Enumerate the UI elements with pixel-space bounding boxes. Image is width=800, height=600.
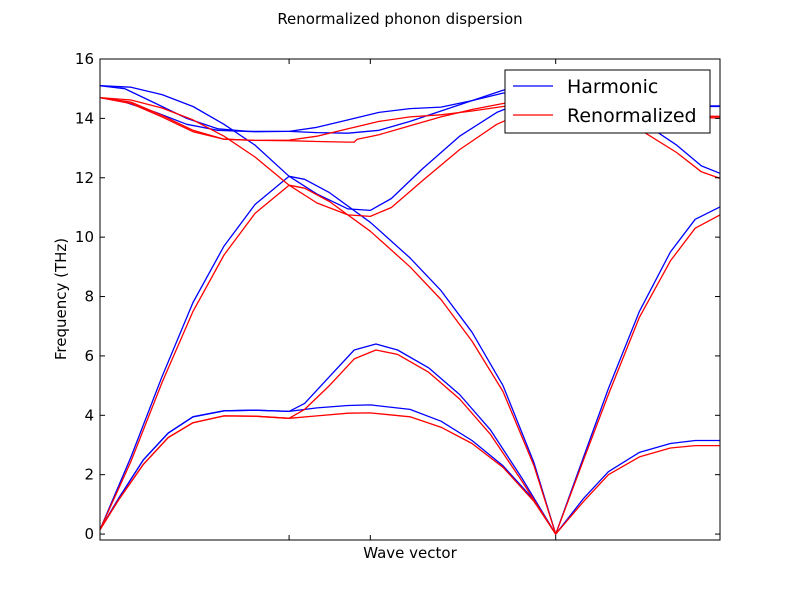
legend-label-harmonic: Harmonic — [567, 76, 658, 98]
y-axis-label: Frequency (THz) — [52, 238, 70, 360]
series-renormalized-band-2 — [99, 349, 557, 535]
series-renormalized-band-5 — [99, 96, 556, 142]
series-harmonic-band-1 — [99, 175, 721, 535]
y-tick-label: 2 — [84, 466, 94, 484]
series-renormalized-band-3 — [99, 96, 556, 143]
series-renormalized-band-1 — [99, 184, 721, 535]
y-tick-label: 10 — [75, 228, 94, 246]
y-tick-label: 6 — [84, 347, 94, 365]
y-tick-label: 16 — [75, 50, 94, 68]
legend: Harmonic Renormalized — [504, 69, 711, 134]
series-harmonic-band-4 — [99, 85, 556, 212]
series-harmonic-band-2 — [99, 343, 557, 535]
y-tick-label: 8 — [84, 288, 94, 306]
series-harmonic-band-3 — [99, 86, 556, 133]
legend-label-renormalized: Renormalized — [567, 105, 697, 127]
legend-box — [504, 69, 711, 134]
chart-title: Renormalized phonon dispersion — [277, 10, 522, 28]
y-tick-label: 14 — [75, 109, 94, 127]
axis-ticks: 0 2 4 6 8 10 12 14 16 — [75, 50, 721, 543]
series-renormalized-band-0 — [99, 412, 720, 535]
plot-area — [99, 85, 721, 535]
x-axis-label: Wave vector — [363, 544, 457, 562]
series-harmonic-band-5 — [99, 85, 556, 134]
series-renormalized-band-4 — [99, 96, 556, 218]
series-harmonic-band-0 — [99, 404, 720, 535]
plot-frame — [99, 58, 721, 541]
y-tick-label: 4 — [84, 406, 94, 424]
y-tick-label: 12 — [75, 169, 94, 187]
y-tick-label: 0 — [84, 525, 94, 543]
